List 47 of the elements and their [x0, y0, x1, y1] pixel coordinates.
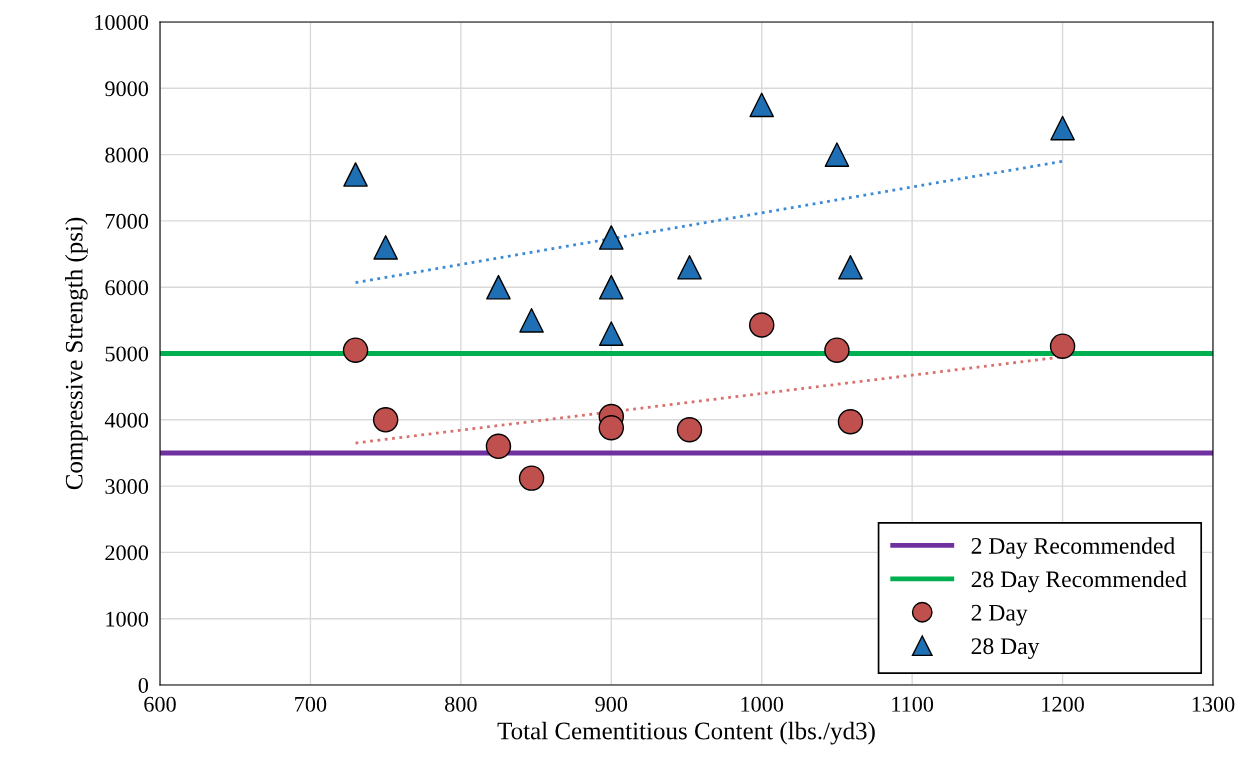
point [598, 225, 624, 250]
point [824, 142, 850, 167]
point [676, 417, 703, 443]
point [485, 433, 512, 460]
point [598, 274, 624, 300]
y-tick-label: 8000 [105, 147, 149, 163]
point [838, 254, 863, 280]
x-tick-label: 800 [445, 696, 477, 712]
x-tick-label: 1200 [1042, 696, 1084, 712]
y-tick-label: 2000 [105, 545, 149, 561]
x-axis-title: Total Cementitious Content (lbs./yd3) [497, 721, 875, 745]
y-tick-label: 0 [138, 677, 149, 693]
point [373, 235, 398, 260]
y-tick-label: 10000 [95, 14, 149, 30]
y-tick-label: 7000 [105, 213, 149, 229]
x-tick-label: 600 [144, 696, 176, 712]
x-tick-label: 700 [295, 696, 327, 712]
point [486, 274, 511, 300]
y-axis-title: Compressive Strength (psi) [65, 217, 88, 490]
point [343, 162, 368, 187]
point [598, 321, 624, 346]
x-tick-label: 1300 [1192, 696, 1235, 712]
y-tick-label: 1000 [106, 611, 149, 627]
x-tick-label: 1000 [741, 696, 784, 712]
legend-label: 28 Day [971, 638, 1040, 660]
point [342, 337, 369, 363]
point [824, 337, 850, 363]
point [1050, 115, 1075, 141]
point [519, 308, 544, 333]
point [749, 92, 775, 118]
point [598, 415, 625, 441]
y-tick-label: 6000 [105, 280, 149, 296]
point [372, 407, 399, 433]
y-tick-label: 9000 [105, 81, 149, 97]
y-tick-label: 5000 [105, 346, 149, 362]
x-tick-label: 1100 [892, 696, 934, 712]
point [518, 465, 545, 491]
point [1049, 333, 1076, 359]
legend-label: 28 Day Recommended [971, 570, 1187, 593]
legend-label: 2 Day [971, 604, 1028, 626]
point [837, 409, 864, 435]
x-tick-label: 900 [595, 696, 628, 712]
point [677, 254, 702, 280]
legend-label: 2 Day Recommended [971, 537, 1175, 559]
y-tick-label: 3000 [105, 479, 149, 495]
y-tick-label: 4000 [104, 412, 149, 428]
point [748, 312, 775, 338]
